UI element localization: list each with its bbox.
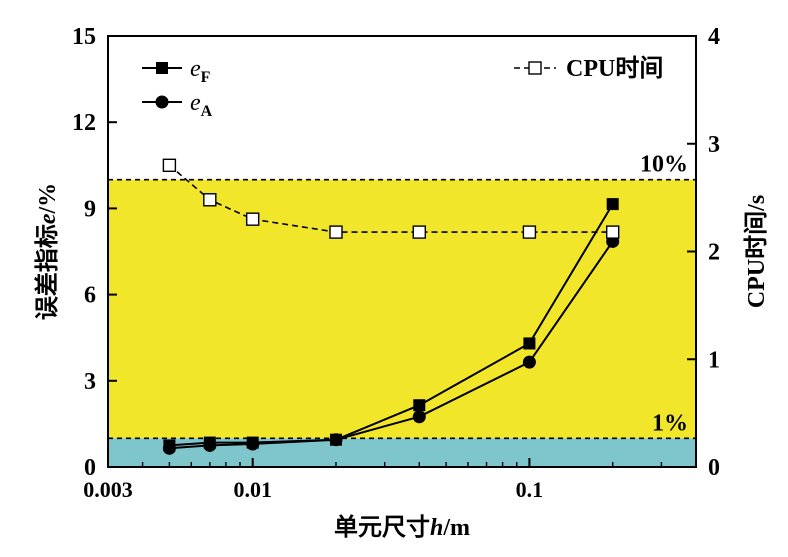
legend-item-e_A: eA: [142, 90, 213, 120]
data-point: [246, 437, 260, 451]
y-left-axis-label: 误差指标e/%: [33, 183, 61, 320]
x-tick-label: 0.01: [233, 477, 272, 502]
data-point: [329, 225, 343, 239]
y-right-tick-label: 2: [708, 240, 720, 266]
data-point: [412, 225, 426, 239]
data-point: [522, 225, 537, 239]
data-point: [162, 158, 177, 173]
data-point: [203, 193, 217, 207]
data-point: [528, 61, 542, 75]
data-point: [522, 355, 536, 369]
data-point: [203, 438, 217, 452]
data-point: [156, 62, 168, 74]
y-right-axis-label: CPU时间/s: [743, 195, 770, 308]
data-point: [162, 441, 176, 455]
series-CPU时间: [162, 158, 620, 239]
data-point: [245, 212, 260, 226]
series-layer: [162, 158, 620, 455]
band-1: [108, 179, 696, 439]
legend-label: eA: [190, 90, 213, 120]
x-tick-label: 0.003: [83, 477, 133, 502]
y-right-tick-label: 1: [708, 347, 720, 373]
data-point: [523, 337, 536, 350]
legend-label: eF: [190, 56, 211, 86]
background-bands: [108, 179, 696, 467]
data-point: [412, 410, 426, 424]
y-left-tick-label: 0: [84, 455, 96, 481]
threshold-label: 1%: [652, 410, 688, 436]
threshold-lines: 10% 1%: [108, 152, 696, 440]
legend-label: CPU时间: [566, 55, 663, 82]
legend-item-e_F: eF: [142, 56, 211, 86]
legend-item-cpu: CPU时间: [514, 55, 663, 82]
x-tick-label: 0.1: [516, 477, 544, 502]
x-axis-label: 单元尺寸h/m: [334, 514, 470, 541]
threshold-label: 10%: [640, 152, 688, 178]
data-point: [329, 433, 343, 447]
data-point: [606, 198, 619, 211]
y-left-tick-label: 15: [72, 24, 96, 50]
y-right-tick-label: 4: [708, 24, 720, 50]
data-point: [606, 225, 620, 239]
y-right-tick-label: 3: [708, 132, 720, 158]
legend: eF eA CPU时间: [142, 55, 663, 120]
y-right-tick-label: 0: [708, 455, 720, 481]
y-left-tick-label: 6: [84, 283, 96, 309]
axis-labels: 单元尺寸h/m 误差指标e/% CPU时间/s: [33, 183, 770, 541]
y-left-tick-label: 12: [72, 110, 96, 136]
series-e_A: [162, 234, 620, 455]
data-point: [155, 95, 169, 109]
data-point: [413, 399, 426, 412]
y-left-tick-label: 3: [84, 369, 96, 395]
y-left-tick-label: 9: [84, 196, 96, 222]
